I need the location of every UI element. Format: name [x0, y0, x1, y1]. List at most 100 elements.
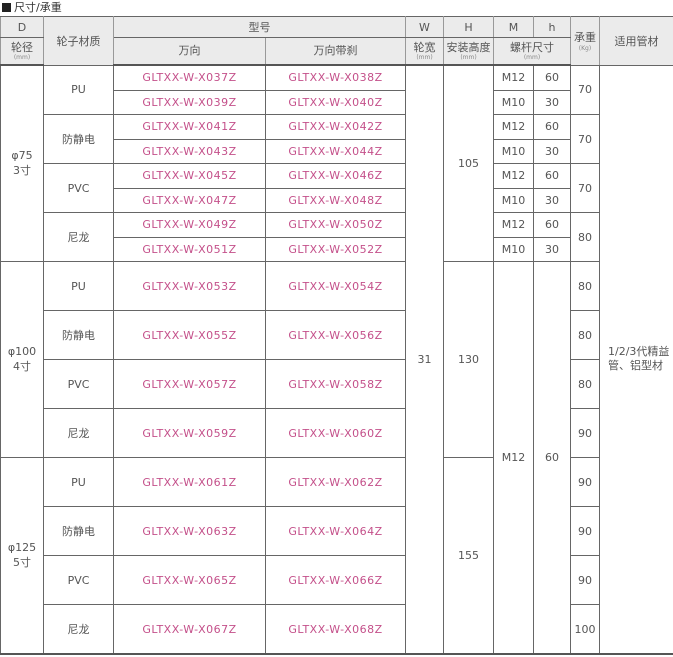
wheel-material: PVC	[43, 163, 114, 213]
load-capacity: 90	[570, 506, 600, 556]
model-swivel: GLTXX-W-X047Z	[113, 187, 266, 213]
model-swivel: GLTXX-W-X041Z	[113, 114, 266, 140]
model-swivel-brake: GLTXX-W-X046Z	[265, 163, 406, 189]
applicable-tube: 1/2/3代精益管、铝型材	[599, 64, 673, 655]
header-tube: 适用管材	[599, 16, 673, 66]
bolt-h: 60	[533, 64, 571, 91]
wheel-material: PVC	[43, 359, 114, 409]
model-swivel: GLTXX-W-X045Z	[113, 163, 266, 189]
model-swivel-brake: GLTXX-W-X064Z	[265, 506, 406, 556]
header-width: 轮宽 (mm)	[405, 37, 444, 66]
header-material: 轮子材质	[43, 16, 114, 66]
model-swivel-brake: GLTXX-W-X048Z	[265, 187, 406, 213]
model-swivel: GLTXX-W-X049Z	[113, 212, 266, 238]
load-capacity: 80	[570, 261, 600, 311]
header-d: D	[0, 16, 44, 38]
bolt-m: M10	[493, 187, 534, 213]
bolt-m: M12	[493, 261, 534, 655]
wheel-material: 防静电	[43, 114, 114, 164]
wheel-diameter: φ125 5寸	[0, 457, 44, 655]
table-row: 防静电 GLTXX-W-X041Z GLTXX-W-X042Z M12 60 70	[1, 114, 673, 164]
table-row: PVC GLTXX-W-X065Z GLTXX-W-X066Z 90	[1, 555, 673, 605]
header-w: W	[405, 16, 444, 38]
model-swivel: GLTXX-W-X051Z	[113, 236, 266, 262]
wheel-material: PU	[43, 457, 114, 507]
wheel-material: PU	[43, 261, 114, 311]
header-model: 型号	[113, 16, 406, 38]
wheel-material: 防静电	[43, 506, 114, 556]
model-swivel: GLTXX-W-X063Z	[113, 506, 266, 556]
bolt-m: M12	[493, 114, 534, 140]
wheel-material: 防静电	[43, 310, 114, 360]
bolt-m: M12	[493, 64, 534, 91]
wheel-diameter: φ100 4寸	[0, 261, 44, 458]
model-swivel: GLTXX-W-X067Z	[113, 604, 266, 655]
model-swivel: GLTXX-W-X039Z	[113, 89, 266, 115]
header-swivel: 万向	[113, 37, 266, 66]
install-height: 105	[443, 64, 494, 262]
table-row: PVC GLTXX-W-X045Z GLTXX-W-X046Z M12 60 70	[1, 163, 673, 213]
model-swivel-brake: GLTXX-W-X044Z	[265, 138, 406, 164]
bolt-m: M12	[493, 163, 534, 189]
table-row: GLTXX-W-X043Z GLTXX-W-X044Z M10 30	[1, 138, 673, 164]
model-swivel-brake: GLTXX-W-X050Z	[265, 212, 406, 238]
model-swivel: GLTXX-W-X065Z	[113, 555, 266, 605]
section-title: 尺寸/承重	[0, 0, 673, 16]
model-swivel-brake: GLTXX-W-X040Z	[265, 89, 406, 115]
table-row: φ125 5寸 PU GLTXX-W-X061Z GLTXX-W-X062Z 155 90	[0, 457, 673, 655]
model-swivel: GLTXX-W-X055Z	[113, 310, 266, 360]
bolt-m: M12	[493, 212, 534, 238]
table-row: GLTXX-W-X039Z GLTXX-W-X040Z M10 30	[1, 89, 673, 115]
bolt-h: 60	[533, 163, 571, 189]
wheel-material: PVC	[43, 555, 114, 605]
model-swivel: GLTXX-W-X057Z	[113, 359, 266, 409]
header-m: M	[493, 16, 534, 38]
wheel-width: 31	[405, 64, 444, 655]
load-capacity: 90	[570, 555, 600, 605]
model-swivel: GLTXX-W-X053Z	[113, 261, 266, 311]
model-swivel-brake: GLTXX-W-X038Z	[265, 64, 406, 91]
table-row: GLTXX-W-X051Z GLTXX-W-X052Z M10 30	[1, 236, 673, 262]
table-row: φ100 4寸 PU GLTXX-W-X053Z GLTXX-W-X054Z 130 M12…	[0, 261, 673, 655]
model-swivel: GLTXX-W-X037Z	[113, 64, 266, 91]
model-swivel-brake: GLTXX-W-X042Z	[265, 114, 406, 140]
install-height: 155	[443, 457, 494, 655]
model-swivel-brake: GLTXX-W-X052Z	[265, 236, 406, 262]
header-install-height: 安装高度 (mm)	[443, 37, 494, 66]
bolt-h: 60	[533, 212, 571, 238]
model-swivel-brake: GLTXX-W-X054Z	[265, 261, 406, 311]
wheel-material: 尼龙	[43, 408, 114, 458]
model-swivel: GLTXX-W-X059Z	[113, 408, 266, 458]
bolt-h: 30	[533, 236, 571, 262]
bolt-m: M10	[493, 236, 534, 262]
model-swivel-brake: GLTXX-W-X068Z	[265, 604, 406, 655]
bolt-m: M10	[493, 89, 534, 115]
bolt-h: 60	[533, 114, 571, 140]
table-row: 尼龙 GLTXX-W-X049Z GLTXX-W-X050Z M12 60 80	[1, 212, 673, 262]
load-capacity: 80	[570, 310, 600, 360]
bolt-h: 30	[533, 89, 571, 115]
table-row: 防静电 GLTXX-W-X063Z GLTXX-W-X064Z 90	[1, 506, 673, 556]
table-row: 防静电 GLTXX-W-X055Z GLTXX-W-X056Z 80	[1, 310, 673, 360]
model-swivel-brake: GLTXX-W-X060Z	[265, 408, 406, 458]
install-height: 130	[443, 261, 494, 458]
bolt-h: 30	[533, 138, 571, 164]
load-capacity: 100	[570, 604, 600, 655]
bolt-h: 60	[533, 261, 571, 655]
model-swivel-brake: GLTXX-W-X062Z	[265, 457, 406, 507]
wheel-material: PU	[43, 64, 114, 115]
model-swivel: GLTXX-W-X061Z	[113, 457, 266, 507]
load-capacity: 80	[570, 359, 600, 409]
header-swivel-brake: 万向带刹	[265, 37, 406, 66]
square-bullet-icon	[2, 3, 11, 12]
wheel-material: 尼龙	[43, 604, 114, 655]
load-capacity: 70	[570, 64, 600, 115]
spec-table: D 轮子材质 型号 W H M h 承重 (Kg) 适用管材 轮径 (mm) 万向 …	[0, 16, 673, 655]
load-capacity: 90	[570, 457, 600, 507]
wheel-diameter: φ75 3寸	[0, 64, 44, 262]
table-row: φ75 3寸 PU GLTXX-W-X037Z GLTXX-W-X038Z 31 105 M1…	[0, 64, 673, 655]
load-capacity: 90	[570, 408, 600, 458]
header-load: 承重 (Kg)	[570, 16, 600, 66]
load-capacity: 70	[570, 163, 600, 213]
model-swivel-brake: GLTXX-W-X066Z	[265, 555, 406, 605]
